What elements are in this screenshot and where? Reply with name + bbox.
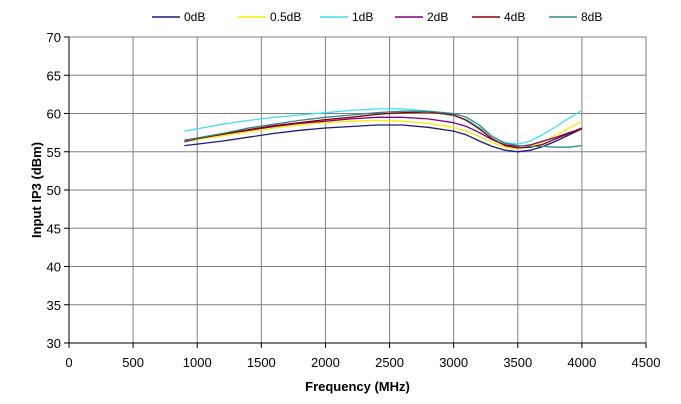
- legend-item-1dB: 1dB: [320, 10, 373, 24]
- series-line-0.5dB: [184, 119, 583, 150]
- legend-label: 4dB: [504, 10, 525, 24]
- legend-label: 2dB: [427, 10, 448, 24]
- legend-item-2dB: 2dB: [395, 10, 448, 24]
- y-tick-label: 35: [47, 298, 61, 313]
- x-tick-label: 2500: [375, 355, 404, 370]
- y-tick-label: 40: [47, 260, 61, 275]
- legend-item-4dB: 4dB: [472, 10, 525, 24]
- y-tick-label: 50: [47, 183, 61, 198]
- x-tick-label: 1000: [183, 355, 212, 370]
- y-tick-label: 45: [47, 221, 61, 236]
- grid: [69, 36, 647, 343]
- x-tick-label: 4000: [567, 355, 596, 370]
- series-line-4dB: [184, 111, 583, 149]
- legend-item-8dB: 8dB: [549, 10, 602, 24]
- x-tick-label: 0: [65, 355, 72, 370]
- x-axis: 0 500 1000 1500 2000 2500 3000 3500 4000 4500: [65, 342, 661, 370]
- legend-item-0.5dB: 0.5dB: [238, 10, 301, 24]
- legend-label: 1dB: [352, 10, 373, 24]
- x-tick-label: 3500: [503, 355, 532, 370]
- legend: 0dB 0.5dB 1dB 2dB 4dB 8dB: [152, 10, 602, 24]
- x-tick-label: 2000: [311, 355, 340, 370]
- x-axis-title: Frequency (MHz): [305, 379, 410, 394]
- y-tick-label: 60: [47, 107, 61, 122]
- x-tick-label: 500: [122, 355, 144, 370]
- y-axis: 30 35 40 45 50 55 60 65 70: [47, 30, 70, 351]
- legend-item-0dB: 0dB: [152, 10, 205, 24]
- legend-label: 8dB: [581, 10, 602, 24]
- series-line-2dB: [184, 116, 583, 148]
- y-axis-title: Input IP3 (dBm): [29, 142, 44, 238]
- legend-label: 0.5dB: [270, 10, 301, 24]
- series-line-8dB: [184, 110, 582, 148]
- y-tick-label: 70: [47, 30, 61, 45]
- y-tick-label: 55: [47, 145, 61, 160]
- legend-label: 0dB: [184, 10, 205, 24]
- series-layer: [184, 108, 583, 153]
- x-tick-label: 1500: [247, 355, 276, 370]
- x-tick-label: 3000: [439, 355, 468, 370]
- series-line-0dB: [184, 124, 583, 153]
- y-tick-label: 30: [47, 336, 61, 351]
- x-tick-label: 4500: [632, 355, 661, 370]
- y-tick-label: 65: [47, 68, 61, 83]
